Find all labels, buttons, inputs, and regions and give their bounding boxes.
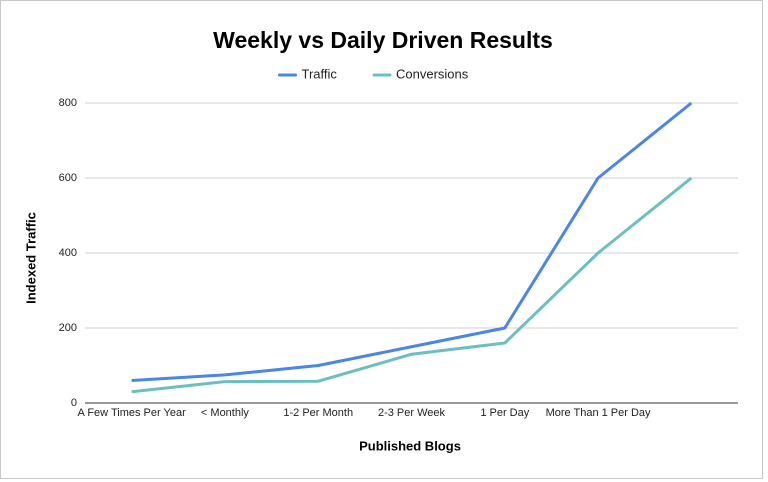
x-tick-label: 1 Per Day: [480, 407, 529, 419]
chart-title: Weekly vs Daily Driven Results: [213, 27, 553, 53]
x-tick-label: A Few Times Per Year: [78, 407, 187, 419]
y-tick-label: 400: [59, 247, 77, 259]
y-tick-label: 800: [59, 97, 77, 109]
y-tick-label: 200: [59, 322, 77, 334]
y-tick-label: 0: [71, 397, 77, 409]
x-tick-label: 2-3 Per Week: [378, 407, 446, 419]
series-line: [131, 176, 693, 394]
x-tick-label: 1-2 Per Month: [283, 407, 353, 419]
series-line: [131, 101, 693, 382]
legend-label: Conversions: [396, 66, 469, 81]
x-axis-title: Published Blogs: [359, 438, 461, 453]
legend-label: Traffic: [302, 66, 338, 81]
x-tick-label: < Monthly: [201, 407, 249, 419]
y-tick-label: 600: [59, 172, 77, 184]
y-axis-title: Indexed Traffic: [23, 212, 38, 304]
x-tick-label: More Than 1 Per Day: [546, 407, 651, 419]
